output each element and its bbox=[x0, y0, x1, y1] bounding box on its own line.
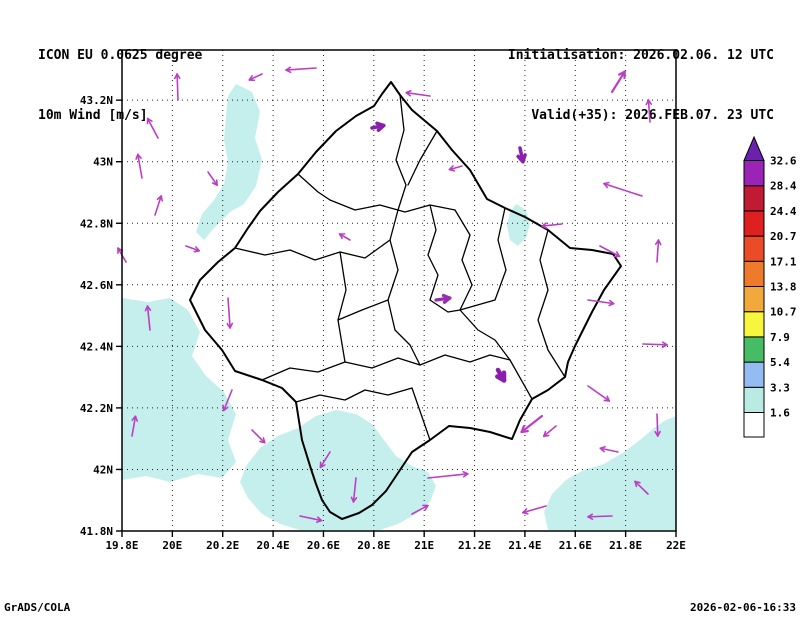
x-tick-label: 19.8E bbox=[105, 539, 138, 552]
x-tick-label: 20.8E bbox=[357, 539, 390, 552]
colorbar-level-label: 24.4 bbox=[770, 205, 797, 218]
x-tick-label: 20E bbox=[162, 539, 182, 552]
region-borders bbox=[189, 81, 622, 520]
x-tick-label: 21.2E bbox=[458, 539, 491, 552]
colorbar: 1.6 3.3 5.4 7.9 10.7 13.8 17.1 20.7 24.4 28.4 32.6 bbox=[743, 135, 797, 438]
model-title: ICON EU 0.0625 degree bbox=[38, 48, 203, 63]
plot-frame bbox=[116, 49, 677, 537]
y-tick-label: 42.4N bbox=[80, 340, 113, 353]
y-tick-label: 43N bbox=[93, 156, 113, 169]
x-tick-label: 20.6E bbox=[307, 539, 340, 552]
colorbar-level-label: 13.8 bbox=[770, 281, 797, 294]
plot-title-block: ICON EU 0.0625 degree 10m Wind [m/s] bbox=[38, 6, 202, 166]
colorbar-level-label: 3.3 bbox=[770, 381, 790, 394]
colorbar-level-label: 28.4 bbox=[770, 180, 797, 193]
creation-timestamp: 2026-02-06-16:33 bbox=[690, 601, 796, 614]
gridlines bbox=[122, 50, 676, 531]
x-tick-label: 21E bbox=[414, 539, 434, 552]
colorbar-level-label: 5.4 bbox=[770, 356, 790, 369]
x-tick-label: 21.4E bbox=[508, 539, 541, 552]
y-tick-label: 42.8N bbox=[80, 217, 113, 230]
y-tick-label: 43.2N bbox=[80, 94, 113, 107]
y-tick-label: 42N bbox=[93, 463, 113, 476]
y-tick-label: 42.6N bbox=[80, 279, 113, 292]
colorbar-level-label: 1.6 bbox=[770, 407, 790, 420]
x-tick-label: 20.2E bbox=[206, 539, 239, 552]
x-tick-label: 20.4E bbox=[257, 539, 290, 552]
field-title: 10m Wind [m/s] bbox=[38, 108, 148, 123]
y-tick-label: 41.8N bbox=[80, 525, 113, 538]
y-tick-label: 42.2N bbox=[80, 402, 113, 415]
x-tick-label: 21.8E bbox=[609, 539, 642, 552]
colorbar-level-label: 7.9 bbox=[770, 331, 790, 344]
wind-vectors bbox=[117, 66, 668, 523]
axis-labels: 19.8E 20E 20.2E 20.4E 20.6E 20.8E 21E 21.2E 21.4… bbox=[80, 94, 686, 552]
colorbar-level-label: 10.7 bbox=[770, 306, 797, 319]
x-tick-label: 22E bbox=[666, 539, 686, 552]
grads-credit: GrADS/COLA bbox=[4, 601, 71, 614]
shaded-regions bbox=[122, 84, 676, 530]
x-tick-label: 21.6E bbox=[559, 539, 592, 552]
colorbar-level-label: 32.6 bbox=[770, 155, 797, 168]
colorbar-level-label: 20.7 bbox=[770, 230, 797, 243]
colorbar-level-label: 17.1 bbox=[770, 255, 797, 268]
